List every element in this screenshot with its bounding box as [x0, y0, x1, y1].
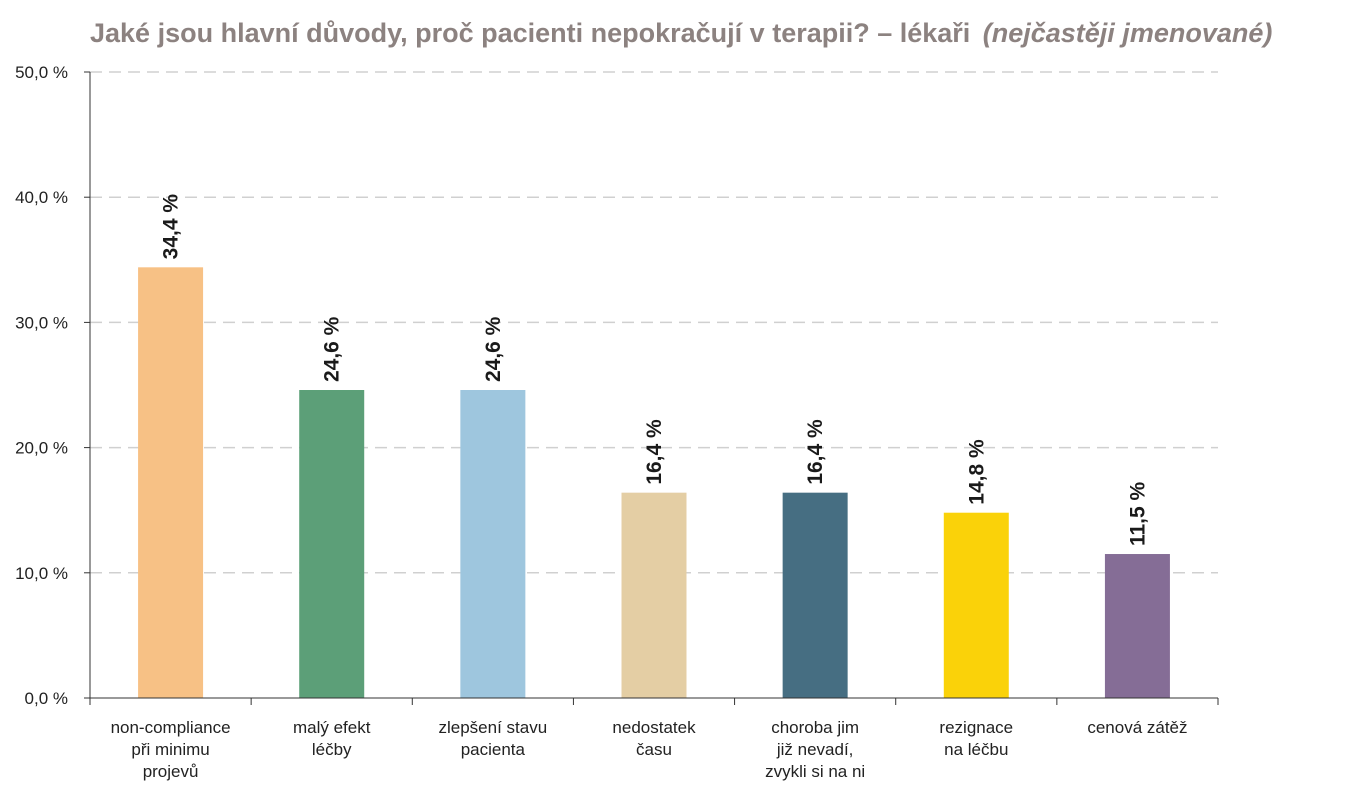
y-axis: 0,0 % 10,0 % 20,0 % 30,0 % 40,0 % 50,0 % [15, 63, 91, 708]
data-label: 11,5 % [1126, 481, 1149, 546]
x-tick-label-line: nedostatek [612, 718, 696, 737]
bar [943, 512, 1009, 698]
bar [1104, 554, 1170, 698]
x-tick-label: rezignace na léčbu [939, 718, 1013, 759]
x-tick-label-line: při minimu [131, 740, 209, 759]
chart-title-subtitle: (nejčastěji jmenované) [983, 18, 1273, 48]
x-tick-label: cenová zátěž [1087, 718, 1187, 737]
data-label: 16,4 % [643, 419, 666, 485]
x-tick-label-line: zlepšení stavu [439, 718, 548, 737]
y-tick-label: 10,0 % [15, 564, 68, 583]
x-tick-label: zlepšení stavu pacienta [439, 718, 548, 759]
x-tick-label: choroba jim již nevadí, zvykli si na ni [765, 718, 865, 781]
bar [782, 492, 848, 698]
y-tick-label: 0,0 % [25, 689, 68, 708]
chart-title-main: Jaké jsou hlavní důvody, proč pacienti n… [90, 18, 970, 48]
x-tick-label: nedostatek času [612, 718, 696, 759]
y-tick-label: 20,0 % [15, 439, 68, 458]
data-labels: 34,4 % 24,6 % 24,6 % 16,4 % 16,4 % 14,8 % 11,5… [160, 194, 1150, 546]
chart-title: Jaké jsou hlavní důvody, proč pacienti n… [90, 18, 1272, 48]
data-label: 14,8 % [965, 439, 988, 505]
bars [138, 267, 1170, 698]
data-label: 16,4 % [804, 419, 827, 485]
bar [299, 390, 365, 698]
data-label: 24,6 % [321, 316, 344, 382]
x-axis: non-compliance při minimu projevů malý efek… [89, 697, 1219, 781]
data-label: 34,4 % [160, 194, 183, 260]
x-tick-label: non-compliance při minimu projevů [111, 718, 231, 781]
x-tick-label-line: již nevadí, [776, 740, 854, 759]
y-tick-label: 30,0 % [15, 313, 68, 332]
x-tick-label-line: pacienta [461, 740, 526, 759]
bar [460, 390, 526, 698]
x-tick-label-line: na léčbu [944, 740, 1008, 759]
data-label: 24,6 % [482, 316, 505, 382]
x-tick-label-line: zvykli si na ni [765, 762, 865, 781]
x-tick-label-line: léčby [312, 740, 352, 759]
x-tick-label-line: cenová zátěž [1087, 718, 1187, 737]
gridlines [90, 71, 1218, 574]
x-tick-label-line: non-compliance [111, 718, 231, 737]
x-tick-label-line: malý efekt [293, 718, 371, 737]
y-tick-label: 40,0 % [15, 188, 68, 207]
bar [138, 267, 204, 698]
x-tick-label-line: projevů [143, 762, 199, 781]
bar [621, 492, 687, 698]
x-tick-label-line: času [636, 740, 672, 759]
x-tick-label-line: rezignace [939, 718, 1013, 737]
y-tick-label: 50,0 % [15, 63, 68, 82]
x-tick-label-line: choroba jim [771, 718, 859, 737]
x-tick-label: malý efekt léčby [293, 718, 371, 759]
